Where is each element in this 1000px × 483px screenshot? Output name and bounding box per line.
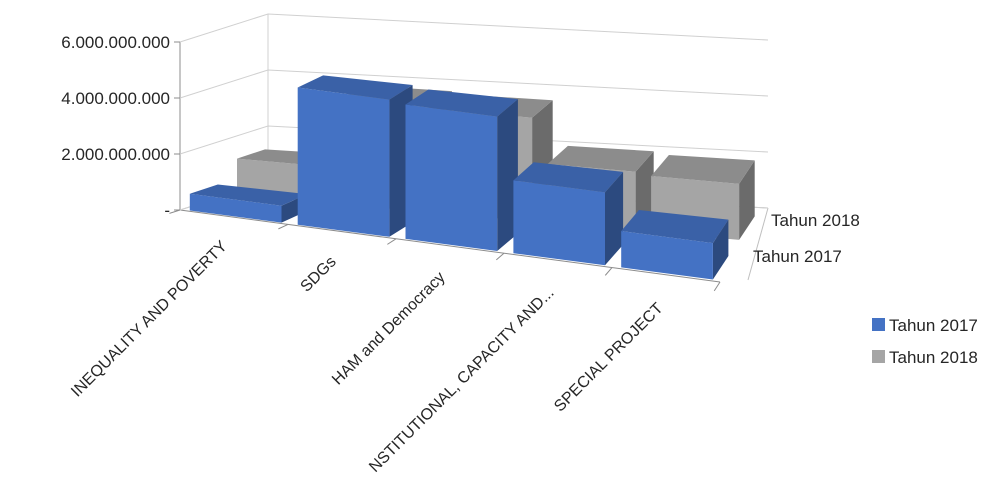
bars (189, 75, 755, 280)
legend: Tahun 2017 Tahun 2018 (872, 316, 978, 367)
x-tick-label: INEQUALITY AND POVERTY (68, 238, 231, 401)
bar-tahun-2017 (621, 210, 729, 280)
bar-tahun-2017 (297, 75, 413, 237)
legend-label: Tahun 2018 (889, 348, 978, 367)
y-axis-ticks: - 2.000.000.000 4.000.000.000 6.000.000.000 (61, 33, 170, 220)
x-tick-label: HAM and Democracy (329, 269, 449, 389)
bar-tahun-2017 (513, 162, 624, 266)
x-tick-label: SPECIAL PROJECT (551, 300, 666, 415)
legend-label: Tahun 2017 (889, 316, 978, 335)
depth-tick-label: Tahun 2018 (771, 211, 860, 230)
y-tick-label: 4.000.000.000 (61, 89, 170, 108)
legend-swatch (872, 318, 885, 331)
bar-tahun-2017 (405, 89, 518, 251)
y-tick-label: 2.000.000.000 (61, 145, 170, 164)
x-tick-label: SDGs (298, 253, 340, 295)
depth-axis-ticks: Tahun 2018 Tahun 2017 (753, 211, 860, 266)
y-tick-label: - (164, 201, 170, 220)
depth-tick-label: Tahun 2017 (753, 247, 842, 266)
y-tick-label: 6.000.000.000 (61, 33, 170, 52)
legend-swatch (872, 350, 885, 363)
